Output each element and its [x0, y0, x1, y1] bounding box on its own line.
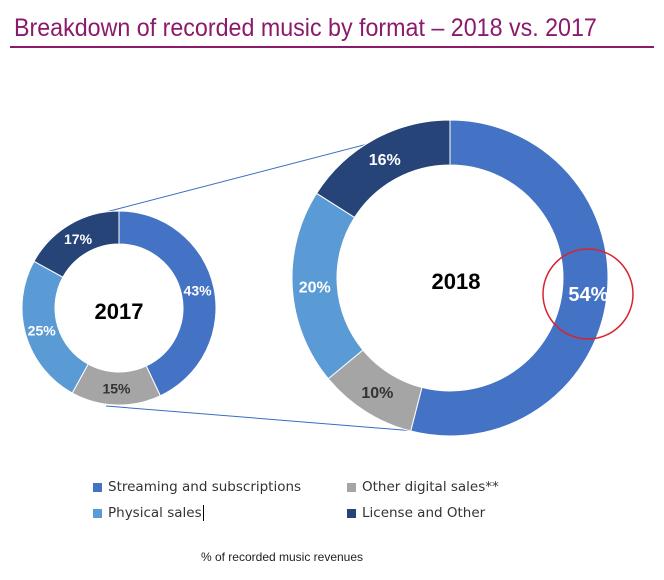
legend-swatch-other-digital: [347, 482, 356, 492]
text-cursor: [202, 505, 204, 521]
slice-label-2018-physical: 20%: [299, 279, 331, 296]
legend-label-license: License and Other: [362, 505, 486, 521]
slice-label-2018-streaming: 54%: [568, 284, 608, 306]
legend-label-physical: Physical sales: [108, 505, 202, 521]
highlight-circle: [542, 248, 634, 340]
donut-2017-center-label: 2017: [95, 299, 144, 324]
legend-item-other-digital: Other digital sales**: [347, 479, 499, 495]
donut-2017: 43% 15% 25% 17%: [21, 210, 217, 406]
donut-2018-center-label: 2018: [432, 269, 481, 294]
slice-2017-license: [33, 210, 120, 278]
legend: Streaming and subscriptions Other digita…: [0, 476, 664, 536]
connector-line-bottom: [105, 405, 453, 435]
slice-2018-streaming: [410, 119, 609, 437]
title-rule: [10, 46, 654, 48]
legend-item-physical: Physical sales: [93, 505, 204, 521]
legend-swatch-physical: [93, 508, 102, 518]
slice-label-2017-other-digital: 15%: [102, 381, 131, 397]
footnote-text: % of recorded music revenues: [200, 550, 364, 564]
legend-item-license: License and Other: [347, 505, 485, 521]
legend-swatch-license: [347, 508, 356, 518]
legend-label-other-digital: Other digital sales**: [362, 479, 499, 495]
slice-label-2017-physical: 25%: [28, 322, 57, 338]
legend-swatch-streaming: [93, 482, 102, 492]
donut-charts: 43% 15% 25% 17% 54% 10% 20% 16% 2017 2018: [21, 119, 634, 437]
slice-label-2018-license: 16%: [369, 152, 401, 169]
legend-label-streaming: Streaming and subscriptions: [108, 479, 302, 495]
slice-label-2017-streaming: 43%: [184, 282, 213, 298]
chart-title: Breakdown of recorded music by format – …: [14, 14, 597, 42]
footnote: % of recorded music revenues: [0, 550, 664, 564]
slice-2018-license: [315, 119, 451, 219]
legend-item-streaming: Streaming and subscriptions: [93, 479, 301, 495]
slice-2017-streaming: [118, 210, 217, 397]
slice-label-2018-other-digital: 10%: [361, 385, 393, 402]
donut-2018: 54% 10% 20% 16%: [291, 119, 609, 437]
slice-label-2017-license: 17%: [64, 231, 93, 247]
